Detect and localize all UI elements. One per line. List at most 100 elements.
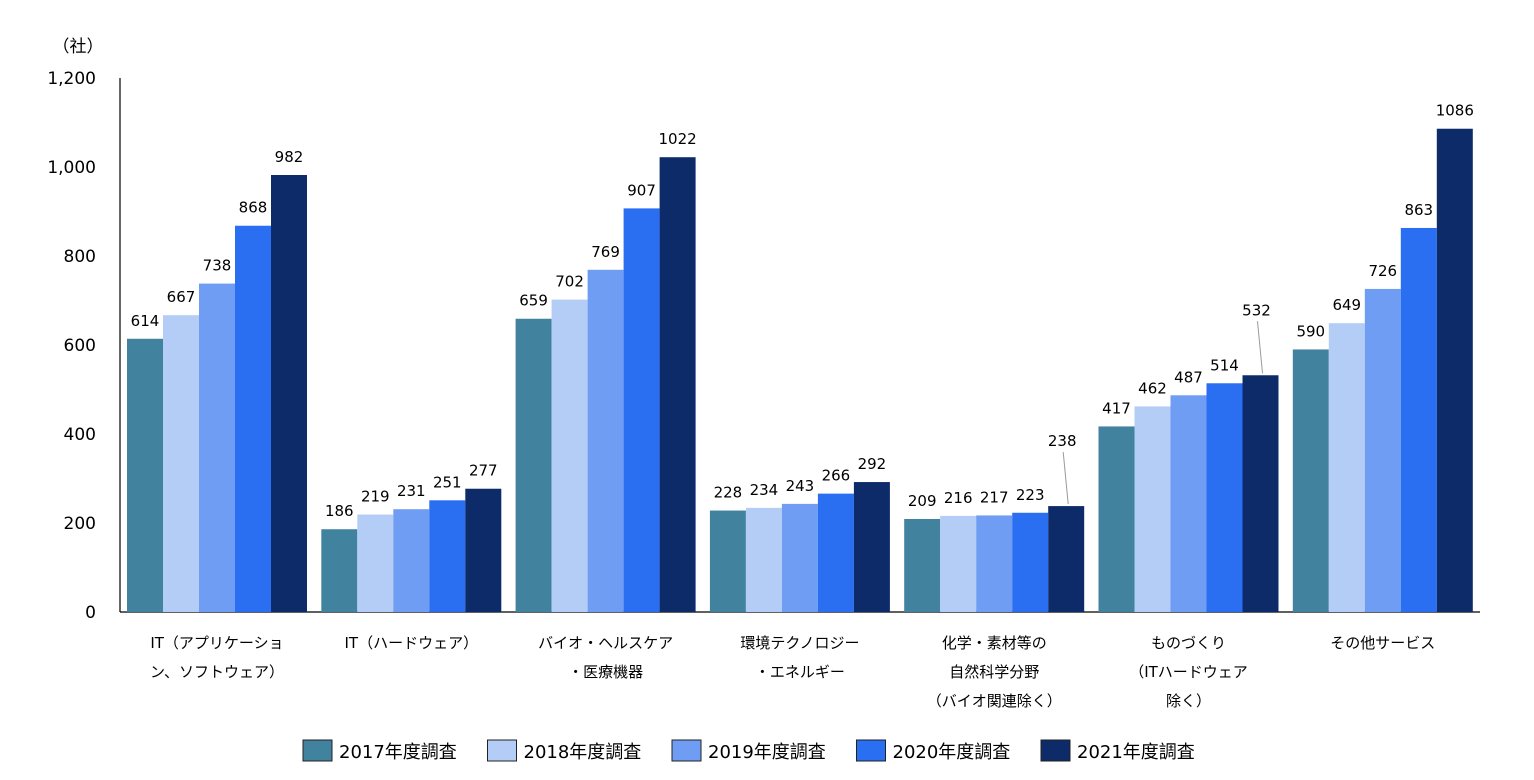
bar: [623, 208, 660, 612]
data-label: 417: [1102, 399, 1131, 417]
bar: [745, 507, 782, 612]
data-label: 251: [433, 473, 462, 491]
legend-swatch: [302, 739, 333, 762]
bar: [1048, 506, 1085, 612]
data-label: 514: [1210, 356, 1239, 374]
bar: [1170, 395, 1207, 612]
y-tick-label: 600: [64, 336, 96, 356]
legend-label: 2018年度調査: [524, 742, 642, 763]
bar: [1292, 349, 1329, 612]
data-label: 868: [239, 199, 268, 217]
bar: [1206, 383, 1243, 612]
category-label: 化学・素材等の: [942, 634, 1047, 652]
bar: [163, 315, 199, 612]
data-label: 487: [1174, 368, 1203, 386]
bars: [127, 128, 1473, 613]
data-label: 1086: [1436, 102, 1474, 120]
y-tick-label: 0: [85, 603, 96, 623]
data-label: 231: [397, 482, 426, 500]
data-label: 649: [1332, 296, 1361, 314]
data-label: 219: [361, 488, 390, 506]
legend: 2017年度調査 2018年度調査 2019年度調査 2020年度調査 2021年度調査: [302, 739, 1195, 763]
category-label: 自然科学分野: [949, 663, 1039, 681]
bar: [515, 318, 552, 612]
bar: [551, 299, 588, 612]
category-label: 環境テクノロジー: [740, 634, 859, 652]
data-label: 532: [1242, 301, 1271, 319]
bar: [1364, 288, 1401, 612]
data-label: 769: [591, 243, 620, 261]
bar: [904, 518, 941, 612]
bar: [357, 514, 394, 612]
data-label: 234: [750, 481, 779, 499]
data-label: 667: [167, 288, 196, 306]
bar: [659, 157, 696, 612]
data-label: 292: [858, 455, 887, 473]
y-tick-label: 1,200: [47, 69, 96, 89]
bar: [1134, 406, 1171, 612]
category-label: （ITハードウェア: [1129, 663, 1248, 681]
bar: [709, 510, 746, 612]
category-label: IT（アプリケーショ: [150, 634, 283, 652]
category-label: ・エネルギー: [755, 663, 845, 681]
legend-swatch: [1040, 739, 1071, 762]
legend-swatch: [671, 739, 702, 762]
data-label: 907: [627, 181, 656, 199]
bar: [1098, 426, 1135, 612]
data-label: 238: [1048, 432, 1077, 450]
data-label: 462: [1138, 379, 1167, 397]
data-label: 209: [908, 492, 937, 510]
y-tick-label: 200: [64, 514, 96, 534]
bar: [940, 515, 977, 612]
bar: [1436, 128, 1473, 613]
legend-swatch: [487, 739, 517, 762]
category-label: IT（ハードウェア）: [345, 634, 479, 652]
data-label: 223: [1016, 486, 1045, 504]
data-label: 590: [1296, 322, 1325, 340]
bar: [853, 482, 890, 612]
legend-swatch: [856, 739, 886, 762]
y-tick-label: 800: [64, 247, 96, 267]
bar: [817, 493, 854, 612]
legend-label: 2017年度調査: [339, 742, 457, 763]
bar: [976, 515, 1013, 612]
y-axis-unit-label: （社）: [53, 37, 104, 57]
bar: [429, 500, 466, 612]
data-label: 216: [944, 489, 973, 507]
bar: [235, 225, 271, 613]
bar: [465, 488, 502, 612]
callout-leader-line: [1257, 321, 1263, 374]
category-label: ものづくり: [1151, 634, 1226, 652]
data-label: 277: [469, 462, 498, 480]
category-label: ン、ソフトウェア）: [150, 663, 284, 681]
y-tick-label: 1,000: [47, 158, 96, 178]
data-label: 186: [325, 502, 354, 520]
category-label: バイオ・ヘルスケア: [538, 634, 673, 652]
bar: [1012, 512, 1049, 612]
legend-label: 2020年度調査: [893, 742, 1011, 763]
callout-leader-line: [1062, 452, 1069, 505]
legend-label: 2021年度調査: [1077, 742, 1195, 763]
bar: [1242, 375, 1279, 612]
bar: [1400, 227, 1437, 612]
category-label: ・医療機器: [568, 663, 643, 681]
bar: [1328, 323, 1365, 612]
bar: [127, 338, 163, 612]
bar: [781, 503, 818, 612]
data-label: 228: [714, 484, 743, 502]
data-label: 726: [1368, 262, 1397, 280]
category-label: （バイオ関連除く）: [927, 692, 1062, 710]
category-label: 除く）: [1166, 692, 1211, 710]
data-label: 702: [555, 273, 584, 291]
category-label: その他サービス: [1330, 634, 1435, 652]
data-label: 614: [131, 312, 160, 330]
data-label: 659: [519, 292, 548, 310]
bar: [321, 529, 358, 612]
data-label: 266: [822, 467, 851, 485]
data-label: 243: [786, 477, 815, 495]
y-tick-label: 400: [64, 425, 96, 445]
data-labels: 614 667 738 868 982 186 219 231 251 277 659 702 769 9…: [131, 102, 1474, 520]
data-label: 738: [203, 257, 232, 275]
